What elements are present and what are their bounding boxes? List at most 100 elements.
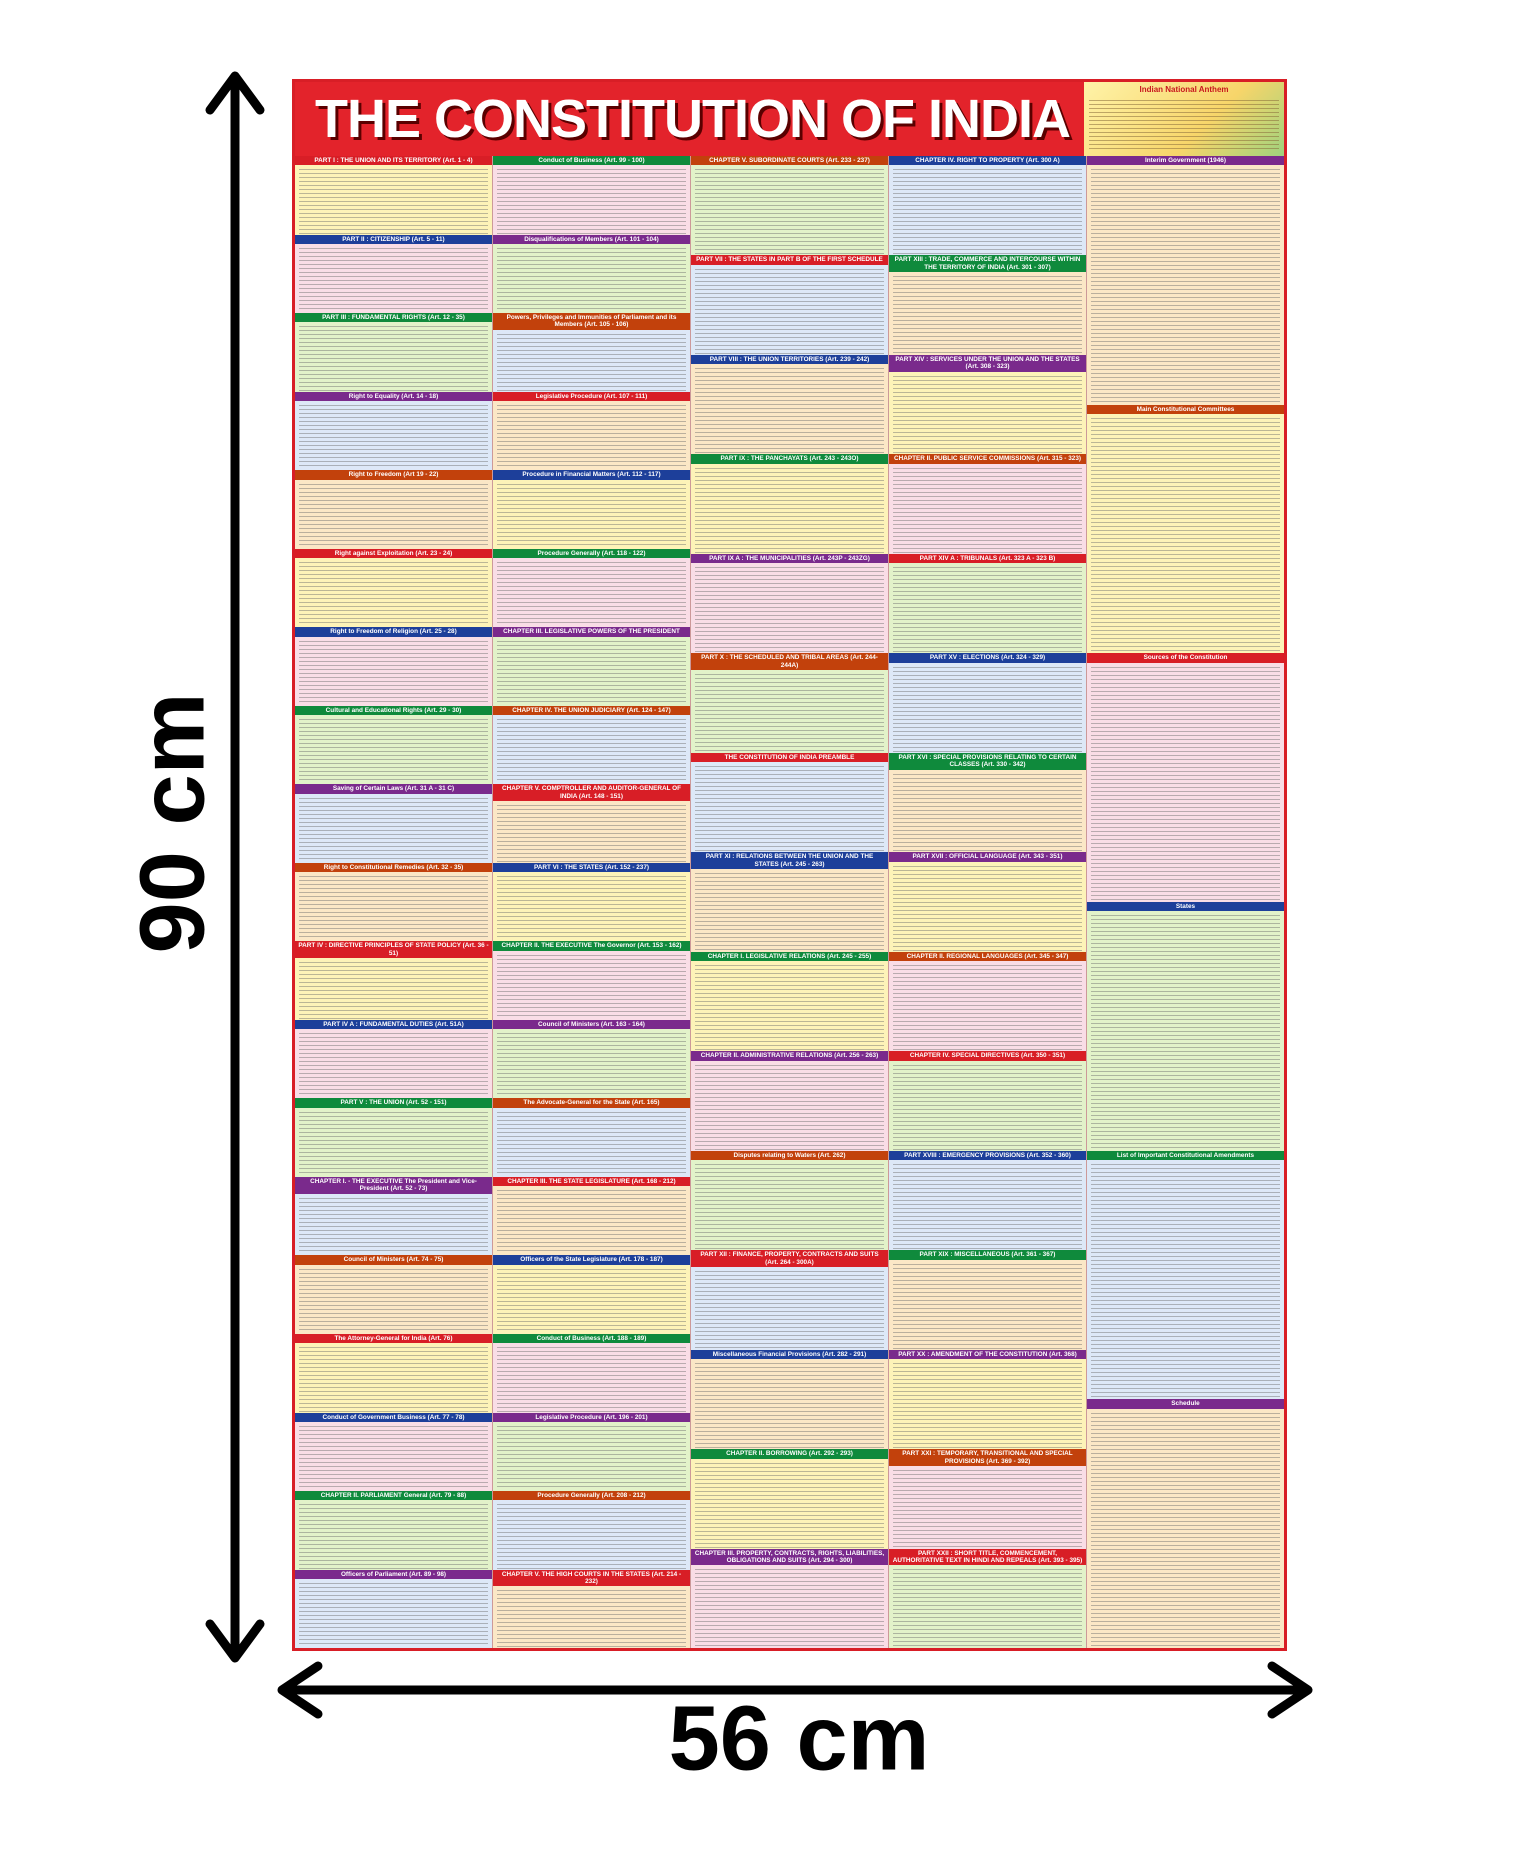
section-heading: PART I : THE UNION AND ITS TERRITORY (Ar… xyxy=(295,156,492,166)
section-text xyxy=(497,1587,686,1648)
section-heading: Legislative Procedure (Art. 107 - 111) xyxy=(493,391,690,401)
section-text xyxy=(497,244,686,313)
section: CHAPTER III. PROPERTY, CONTRACTS, RIGHTS… xyxy=(691,1548,888,1648)
section-text xyxy=(497,480,686,548)
section-text xyxy=(299,1194,488,1255)
section-text xyxy=(497,802,686,862)
section: Saving of Certain Laws (Art. 31 A - 31 C… xyxy=(295,784,492,863)
section-text xyxy=(299,959,488,1019)
section-text xyxy=(299,1501,488,1569)
section-heading: CHAPTER II. BORROWING (Art. 292 - 293) xyxy=(691,1449,888,1459)
section: Conduct of Business (Art. 188 - 189) xyxy=(493,1333,690,1413)
section: Legislative Procedure (Art. 196 - 201) xyxy=(493,1412,690,1492)
section-text xyxy=(299,480,488,548)
section-heading: PART XIX : MISCELLANEOUS (Art. 361 - 367… xyxy=(889,1250,1086,1260)
section: Conduct of Business (Art. 99 - 100) xyxy=(493,156,690,235)
section: Conduct of Government Business (Art. 77 … xyxy=(295,1412,492,1492)
section-text xyxy=(893,166,1082,255)
section-text xyxy=(893,273,1082,354)
section: CHAPTER II. ADMINISTRATIVE RELATIONS (Ar… xyxy=(691,1051,888,1151)
section-heading: The Attorney-General for India (Art. 76) xyxy=(295,1333,492,1344)
arrow-head xyxy=(205,1619,265,1663)
section-heading: List of Important Constitutional Amendme… xyxy=(1087,1150,1284,1161)
section-text xyxy=(299,402,488,470)
section-heading: Sources of the Constitution xyxy=(1087,653,1284,663)
section-text xyxy=(695,1161,884,1250)
section-heading: PART X : THE SCHEDULED AND TRIBAL AREAS … xyxy=(691,653,888,671)
section-text xyxy=(299,1344,488,1412)
section-text xyxy=(695,464,884,553)
section: PART XXI : TEMPORARY, TRANSITIONAL AND S… xyxy=(889,1449,1086,1549)
section-heading: Powers, Privileges and Immunities of Par… xyxy=(493,313,690,330)
section-heading: PART XII : FINANCE, PROPERTY, CONTRACTS … xyxy=(691,1250,888,1267)
arrow-head xyxy=(277,1661,323,1719)
section-text xyxy=(893,1061,1082,1150)
section-heading: PART XV : ELECTIONS (Art. 324 - 329) xyxy=(889,653,1086,663)
section-text xyxy=(299,1030,488,1098)
section: Powers, Privileges and Immunities of Par… xyxy=(493,313,690,392)
section-heading: Conduct of Business (Art. 99 - 100) xyxy=(493,156,690,166)
section-text xyxy=(299,1422,488,1491)
section: PART XIV A : TRIBUNALS (Art. 323 A - 323… xyxy=(889,553,1086,654)
section: Procedure Generally (Art. 208 - 212) xyxy=(493,1491,690,1570)
section-heading: The Advocate-General for the State (Art.… xyxy=(493,1098,690,1108)
section-heading: PART VII : THE STATES IN PART B OF THE F… xyxy=(691,255,888,265)
section-heading: PART XVIII : EMERGENCY PROVISIONS (Art. … xyxy=(889,1150,1086,1161)
section-text xyxy=(299,323,488,391)
section-heading: CHAPTER III. LEGISLATIVE POWERS OF THE P… xyxy=(493,627,690,637)
section-text xyxy=(497,951,686,1019)
poster-column: CHAPTER V. SUBORDINATE COURTS (Art. 233 … xyxy=(691,156,889,1648)
section-heading: CHAPTER IV. RIGHT TO PROPERTY (Art. 300 … xyxy=(889,156,1086,166)
section: Legislative Procedure (Art. 107 - 111) xyxy=(493,391,690,471)
section: PART XV : ELECTIONS (Art. 324 - 329) xyxy=(889,653,1086,753)
anthem-heading: Indian National Anthem xyxy=(1139,85,1229,94)
section-text xyxy=(893,372,1082,454)
section: Right to Equality (Art. 14 - 18) xyxy=(295,391,492,471)
section-text xyxy=(497,1422,686,1491)
section-heading: Right to Constitutional Remedies (Art. 3… xyxy=(295,862,492,873)
section-text xyxy=(893,1360,1082,1449)
section-text xyxy=(695,564,884,653)
section: PART V : THE UNION (Art. 52 - 151) xyxy=(295,1098,492,1177)
section-text xyxy=(695,1459,884,1548)
section-heading: CHAPTER II. ADMINISTRATIVE RELATIONS (Ar… xyxy=(691,1051,888,1061)
section: PART XIII : TRADE, COMMERCE AND INTERCOU… xyxy=(889,255,1086,355)
section: CHAPTER II. PARLIAMENT General (Art. 79 … xyxy=(295,1491,492,1570)
section-text xyxy=(299,1108,488,1176)
section-text xyxy=(299,1265,488,1333)
section: PART I : THE UNION AND ITS TERRITORY (Ar… xyxy=(295,156,492,235)
section-text xyxy=(695,1360,884,1449)
section: CHAPTER IV. RIGHT TO PROPERTY (Art. 300 … xyxy=(889,156,1086,256)
section: PART XVIII : EMERGENCY PROVISIONS (Art. … xyxy=(889,1150,1086,1251)
section-heading: Right to Equality (Art. 14 - 18) xyxy=(295,391,492,401)
section-heading: PART XXII : SHORT TITLE, COMMENCEMENT, A… xyxy=(889,1548,1086,1566)
section-text xyxy=(893,770,1082,852)
section: CHAPTER I. LEGISLATIVE RELATIONS (Art. 2… xyxy=(691,951,888,1052)
section: CHAPTER II. BORROWING (Art. 292 - 293) xyxy=(691,1449,888,1549)
section: Right to Freedom of Religion (Art. 25 - … xyxy=(295,627,492,706)
section-text xyxy=(497,402,686,470)
columns: PART I : THE UNION AND ITS TERRITORY (Ar… xyxy=(295,156,1284,1648)
section: Officers of Parliament (Art. 89 - 98) xyxy=(295,1569,492,1648)
section: The Attorney-General for India (Art. 76) xyxy=(295,1333,492,1413)
section-heading: PART XIII : TRADE, COMMERCE AND INTERCOU… xyxy=(889,255,1086,273)
section: CHAPTER II. THE EXECUTIVE The Governor (… xyxy=(493,941,690,1020)
section-text xyxy=(695,1566,884,1648)
poster-column: Interim Government (1946) Main Constituti… xyxy=(1087,156,1284,1648)
section: Right against Exploitation (Art. 23 - 24… xyxy=(295,548,492,628)
section-text xyxy=(299,637,488,705)
section: Procedure Generally (Art. 118 - 122) xyxy=(493,548,690,628)
poster-column: Conduct of Business (Art. 99 - 100) Disqu… xyxy=(493,156,691,1648)
section-heading: Legislative Procedure (Art. 196 - 201) xyxy=(493,1412,690,1422)
section-text xyxy=(497,330,686,391)
poster-column: PART I : THE UNION AND ITS TERRITORY (Ar… xyxy=(295,156,493,1648)
section-text xyxy=(299,716,488,784)
section-text xyxy=(893,464,1082,553)
section-text xyxy=(299,1579,488,1648)
section-heading: PART IX A : THE MUNICIPALITIES (Art. 243… xyxy=(691,553,888,564)
section-text xyxy=(497,1501,686,1569)
section-heading: Right to Freedom (Art 19 - 22) xyxy=(295,470,492,480)
section: PART III : FUNDAMENTAL RIGHTS (Art. 12 -… xyxy=(295,313,492,392)
section-text xyxy=(893,862,1082,951)
